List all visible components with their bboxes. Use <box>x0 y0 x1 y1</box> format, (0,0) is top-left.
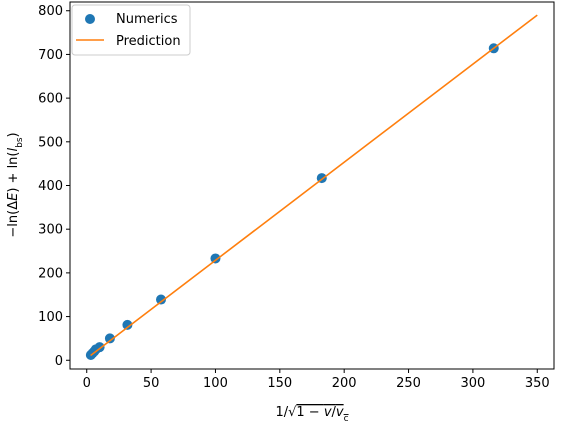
y-tick-label: 500 <box>38 135 63 150</box>
y-tick-label: 600 <box>38 92 63 107</box>
y-axis: 0 100 200 300 400 500 600 700 800 <box>38 4 70 369</box>
x-tick-label: 50 <box>143 376 160 391</box>
prediction-line <box>90 14 538 357</box>
x-tick-label: 200 <box>332 376 357 391</box>
y-tick-label: 200 <box>38 266 63 281</box>
x-tick-label: 0 <box>83 376 91 391</box>
numerics-point <box>156 294 167 305</box>
legend-label-numerics: Numerics <box>116 12 178 27</box>
x-tick-label: 250 <box>396 376 421 391</box>
x-axis-label: 1/√1 − v/vc <box>275 405 348 423</box>
legend-label-prediction: Prediction <box>116 34 181 49</box>
y-tick-label: 100 <box>38 310 63 325</box>
y-tick-label: 700 <box>38 48 63 63</box>
y-tick-label: 300 <box>38 223 63 238</box>
series-layer <box>85 14 538 361</box>
x-tick-label: 350 <box>525 376 550 391</box>
x-tick-label: 300 <box>460 376 485 391</box>
numerics-point <box>122 319 133 330</box>
y-tick-label: 0 <box>55 354 63 369</box>
legend: Numerics Prediction <box>71 4 191 56</box>
x-axis: 0 50 100 150 200 250 300 350 <box>83 369 550 391</box>
numerics-point <box>104 333 115 344</box>
y-tick-label: 400 <box>38 179 63 194</box>
legend-marker-numerics <box>85 14 95 24</box>
y-axis-label: −ln(ΔE) + ln(lbs) <box>6 132 25 237</box>
numerics-point <box>210 253 221 264</box>
y-tick-label: 800 <box>38 4 63 19</box>
legend-box <box>71 4 191 56</box>
x-tick-label: 150 <box>267 376 292 391</box>
x-tick-label: 100 <box>203 376 228 391</box>
